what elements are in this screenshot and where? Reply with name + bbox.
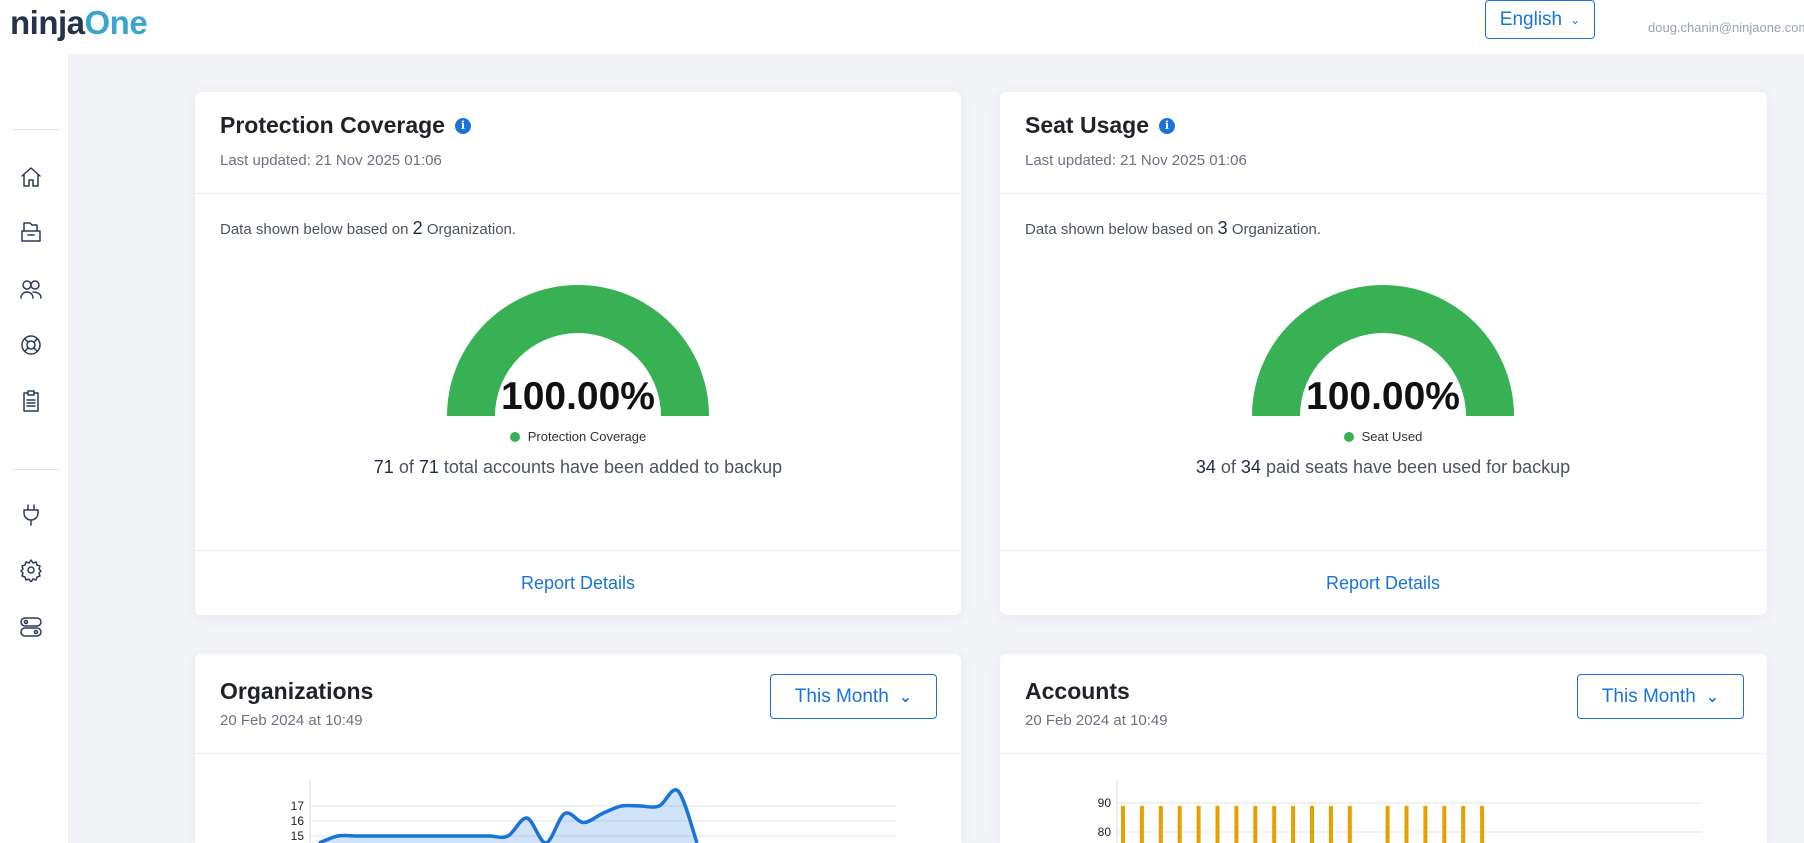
bar — [1291, 805, 1296, 843]
sidebar-item-toggles[interactable] — [19, 615, 43, 639]
y-tick-label: 90 — [1098, 796, 1112, 810]
divider — [195, 193, 961, 194]
plug-icon — [23, 504, 39, 526]
card-title: Protection Coverage — [220, 112, 445, 138]
coverage-summary: 71 of 71 total accounts have been added … — [373, 457, 783, 477]
bar — [1461, 805, 1466, 843]
user-email[interactable]: doug.chanin@ninjaone.com — [1648, 20, 1804, 35]
card-date: 20 Feb 2024 at 10:49 — [1025, 712, 1168, 729]
clipboard-icon — [23, 390, 39, 412]
gauge-legend: Seat Used — [1233, 429, 1533, 444]
seat-usage-card: Seat Usage i Last updated: 21 Nov 2025 01… — [1000, 92, 1767, 615]
y-tick-label: 80 — [1098, 825, 1112, 839]
bar — [1480, 805, 1485, 843]
sidebar-item-integrations[interactable] — [19, 503, 43, 527]
sidebar-divider — [12, 469, 60, 470]
users-icon — [20, 280, 42, 299]
bar — [1253, 805, 1258, 843]
logo-text-accent: One — [84, 4, 148, 41]
logo-text: ninja — [10, 4, 85, 41]
y-tick-label: 17 — [291, 799, 305, 813]
gauge-percent: 100.00% — [1306, 375, 1460, 418]
info-icon[interactable]: i — [454, 117, 471, 134]
period-dropdown[interactable]: This Month ⌄ — [1577, 674, 1744, 719]
bar — [1234, 805, 1239, 843]
report-details-link[interactable]: Report Details — [1325, 573, 1441, 593]
sidebar-item-settings[interactable] — [19, 558, 43, 583]
divider — [195, 550, 961, 551]
bar — [1404, 805, 1409, 843]
sidebar-item-support[interactable] — [19, 333, 43, 357]
sidebar-item-reports[interactable] — [19, 389, 43, 413]
legend-dot-icon — [1343, 431, 1354, 442]
data-basis-text: Data shown below based on 3 Organization… — [1025, 218, 1322, 238]
divider — [1000, 193, 1767, 194]
bar — [1442, 805, 1447, 843]
seat-summary: 34 of 34 paid seats have been used for b… — [1195, 457, 1571, 477]
organizations-card: Organizations 20 Feb 2024 at 10:49 This … — [195, 654, 961, 843]
bar — [1272, 805, 1277, 843]
divider — [1000, 753, 1767, 754]
info-icon[interactable]: i — [1159, 117, 1176, 134]
accounts-chart: 90 80 — [1098, 780, 1702, 843]
gear-icon — [20, 559, 42, 583]
bar — [1158, 805, 1163, 843]
bar — [1215, 805, 1220, 843]
period-dropdown[interactable]: This Month ⌄ — [770, 674, 937, 719]
gauge-arc — [1252, 285, 1514, 416]
language-select[interactable]: English ⌄ — [1485, 0, 1595, 39]
sidebar-item-users[interactable] — [19, 277, 43, 301]
last-updated: Last updated: 21 Nov 2025 01:06 — [220, 152, 442, 169]
toggle-icon — [20, 617, 42, 637]
card-title: Seat Usage — [1025, 112, 1150, 138]
card-date: 20 Feb 2024 at 10:49 — [220, 712, 363, 729]
gauge-legend: Protection Coverage — [428, 429, 728, 444]
card-title: Organizations — [220, 678, 374, 704]
chevron-down-icon: ⌄ — [1570, 12, 1581, 27]
series-line — [318, 788, 699, 843]
bar — [1347, 805, 1352, 843]
bar — [1121, 805, 1125, 843]
protection-coverage-card: Protection Coverage i Last updated: 21 No… — [195, 92, 961, 615]
language-label: English — [1499, 8, 1563, 30]
card-title: Accounts — [1025, 678, 1130, 704]
ninjaone-logo[interactable]: ninjaOne — [10, 4, 148, 42]
divider — [195, 753, 961, 754]
bar — [1423, 805, 1428, 843]
y-tick-label: 16 — [291, 814, 305, 828]
bar — [1177, 805, 1182, 843]
bar — [1196, 805, 1201, 843]
legend-dot-icon — [509, 431, 520, 442]
chevron-down-icon: ⌄ — [898, 688, 913, 706]
gauge-percent: 100.00% — [501, 375, 655, 418]
sidebar-item-backups[interactable] — [19, 220, 43, 244]
gauge-chart — [1252, 285, 1514, 416]
gauge-arc — [447, 285, 709, 416]
divider — [1000, 550, 1767, 551]
report-details-link[interactable]: Report Details — [520, 573, 636, 593]
bar — [1328, 805, 1333, 843]
lifebuoy-icon — [21, 335, 41, 355]
archive-icon — [21, 222, 41, 242]
data-basis-text: Data shown below based on 2 Organization… — [220, 218, 517, 238]
bar — [1310, 805, 1314, 843]
gauge-chart — [447, 285, 709, 416]
home-icon — [21, 167, 41, 187]
sidebar-divider — [12, 129, 60, 130]
series-area — [319, 789, 697, 843]
chevron-down-icon: ⌄ — [1705, 688, 1720, 706]
bar — [1139, 805, 1144, 843]
y-tick-label: 15 — [291, 829, 305, 843]
last-updated: Last updated: 21 Nov 2025 01:06 — [1025, 152, 1247, 169]
sidebar-item-home[interactable] — [19, 165, 43, 189]
accounts-card: Accounts 20 Feb 2024 at 10:49 This Month… — [1000, 654, 1767, 843]
bar — [1385, 805, 1390, 843]
